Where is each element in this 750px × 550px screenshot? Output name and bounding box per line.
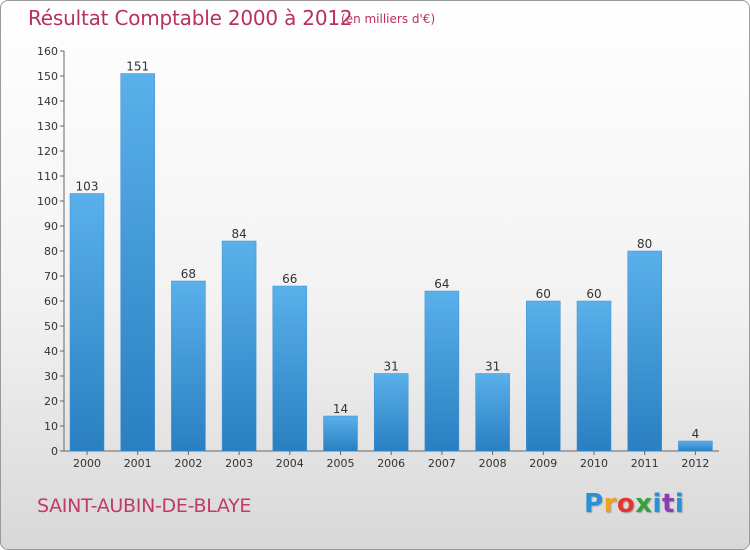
x-tick-label-2002: 2002 xyxy=(174,457,202,470)
bars xyxy=(69,73,713,452)
chart-title: Résultat Comptable 2000 à 2012 xyxy=(28,6,353,30)
value-label-2009: 60 xyxy=(536,287,551,301)
y-tick-label: 80 xyxy=(44,245,58,258)
proxiti-logo: Proxiti xyxy=(584,489,684,519)
x-tick-label-2012: 2012 xyxy=(681,457,709,470)
y-tick-label: 160 xyxy=(37,45,58,58)
logo-letter: i xyxy=(652,489,662,519)
value-label-2008: 31 xyxy=(485,360,500,374)
bar-2009 xyxy=(526,300,561,452)
y-tick-label: 70 xyxy=(44,270,58,283)
bar-2011 xyxy=(627,250,662,452)
logo-letter: r xyxy=(603,489,617,519)
logo-letter: P xyxy=(584,489,604,519)
bar-2010 xyxy=(576,300,612,452)
y-tick-label: 120 xyxy=(37,145,58,158)
y-tick-label: 110 xyxy=(37,170,58,183)
value-label-2012: 4 xyxy=(692,427,700,441)
y-tick-label: 60 xyxy=(44,295,58,308)
y-tick-label: 150 xyxy=(37,70,58,83)
value-labels: 103 151 68 84 66 14 31 64 31 60 60 80 4 xyxy=(76,60,700,442)
bar-2006 xyxy=(373,373,409,452)
value-label-2011: 80 xyxy=(637,237,652,251)
x-tick-label-2007: 2007 xyxy=(428,457,456,470)
logo-letter: t xyxy=(661,489,675,519)
y-tick-label: 40 xyxy=(44,345,58,358)
value-label-2007: 64 xyxy=(434,277,449,291)
y-tick-label: 0 xyxy=(51,445,58,458)
commune-name: SAINT-AUBIN-DE-BLAYE xyxy=(37,495,252,517)
y-tick-label: 50 xyxy=(44,320,58,333)
bar-2005 xyxy=(323,415,358,452)
y-tick-label: 140 xyxy=(37,95,58,108)
logo-letter: x xyxy=(635,489,653,519)
x-tick-label-2011: 2011 xyxy=(631,457,659,470)
bar-2008 xyxy=(475,373,510,452)
value-label-2003: 84 xyxy=(231,227,246,241)
y-tick-label: 130 xyxy=(37,120,58,133)
x-tick-label-2004: 2004 xyxy=(276,457,304,470)
value-label-2006: 31 xyxy=(384,360,399,374)
logo-letter: i xyxy=(674,489,685,519)
bar-2001 xyxy=(120,73,155,452)
x-tick-label-2006: 2006 xyxy=(377,457,405,470)
axes: 0 10 20 30 40 50 60 70 80 90 100 110 120 130 140 150 160… xyxy=(37,45,719,470)
x-tick-label-2010: 2010 xyxy=(580,457,608,470)
bar-2000 xyxy=(69,193,105,452)
bar-2004 xyxy=(272,285,308,452)
bar-2012 xyxy=(678,440,713,452)
x-tick-label-2008: 2008 xyxy=(479,457,507,470)
bar-2007 xyxy=(424,290,460,452)
x-tick-label-2000: 2000 xyxy=(73,457,101,470)
y-tick-label: 10 xyxy=(44,420,58,433)
value-label-2000: 103 xyxy=(76,180,99,194)
bar-2003 xyxy=(221,240,257,452)
value-label-2010: 60 xyxy=(586,287,601,301)
y-tick-label: 30 xyxy=(44,370,58,383)
value-label-2002: 68 xyxy=(181,267,196,281)
x-tick-label-2009: 2009 xyxy=(529,457,557,470)
x-tick-label-2005: 2005 xyxy=(327,457,355,470)
value-label-2001: 151 xyxy=(126,60,149,74)
value-label-2004: 66 xyxy=(282,272,297,286)
y-tick-label: 20 xyxy=(44,395,58,408)
y-tick-label: 100 xyxy=(37,195,58,208)
logo-letter: o xyxy=(616,489,636,519)
bar-2002 xyxy=(171,280,206,452)
unit-note: (en milliers d'€) xyxy=(341,12,436,26)
x-tick-label-2003: 2003 xyxy=(225,457,253,470)
y-tick-label: 90 xyxy=(44,220,58,233)
value-label-2005: 14 xyxy=(333,402,348,416)
x-tick-label-2001: 2001 xyxy=(124,457,152,470)
